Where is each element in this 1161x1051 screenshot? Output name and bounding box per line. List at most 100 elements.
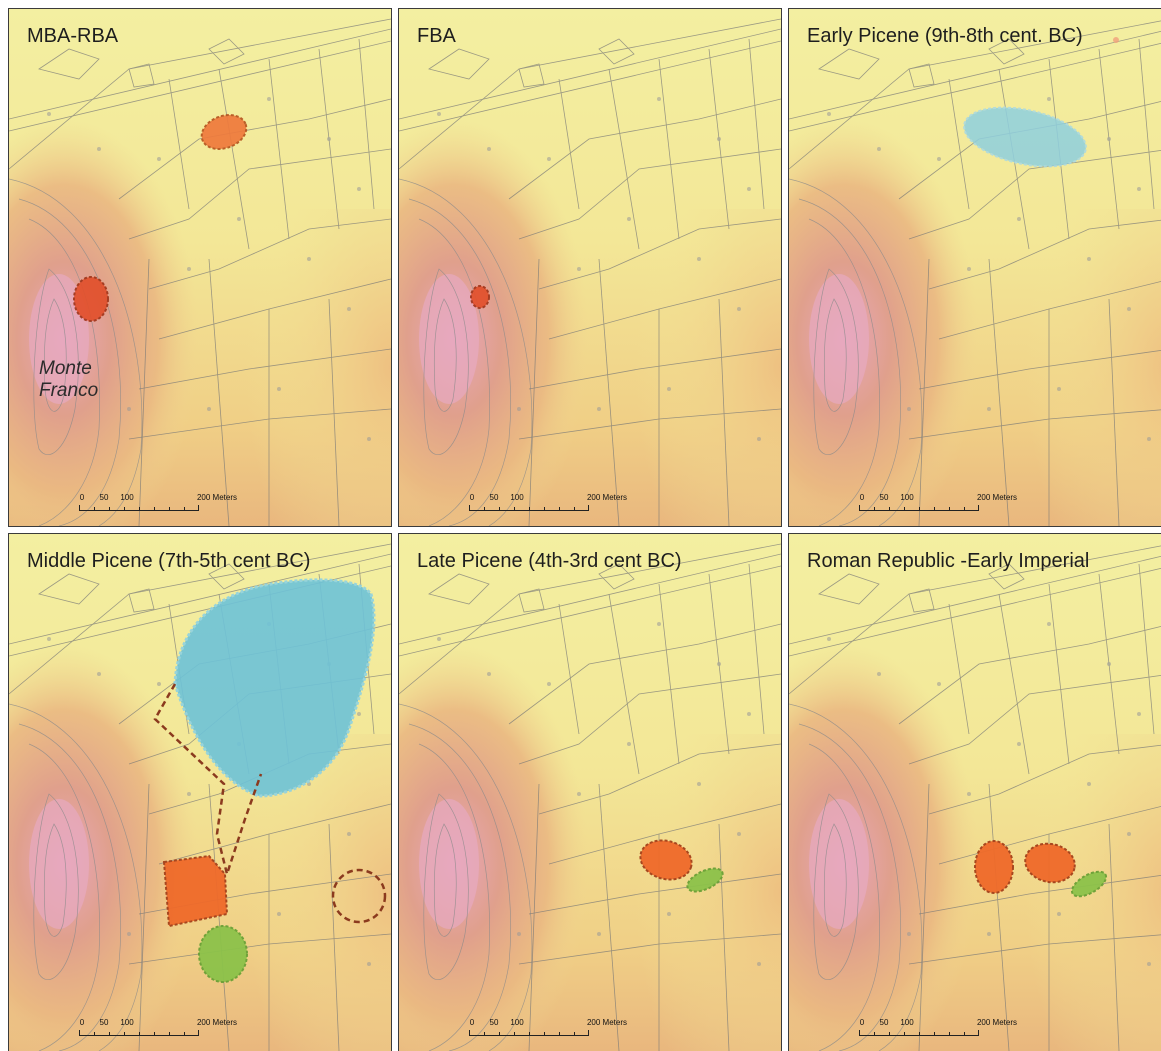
scale-tick [154, 1032, 155, 1036]
panel-title: Roman Republic -Early Imperial [807, 550, 1090, 572]
scale-tick [904, 1032, 905, 1036]
site-area-orange [974, 840, 1014, 894]
scale-tick [559, 1032, 560, 1036]
scale-tick [169, 507, 170, 511]
scale-tick [559, 507, 560, 511]
site-area-orange [162, 854, 229, 928]
scale-label-0: 0 [469, 493, 475, 502]
scale-label-200: 200 Meters [586, 1018, 628, 1027]
scale-tick [484, 507, 485, 511]
scale-tick [949, 507, 950, 511]
map-canvas [9, 534, 391, 1051]
scale-label-50: 50 [99, 1018, 109, 1027]
scale-tick [529, 507, 530, 511]
scale-bar: 0 50 100 200 Meters [79, 1018, 239, 1040]
scale-tick [169, 1032, 170, 1036]
scale-tick [514, 507, 515, 511]
scale-tick [94, 507, 95, 511]
site-area-blue [173, 578, 376, 798]
scale-label-200: 200 Meters [976, 493, 1018, 502]
scale-label-0: 0 [79, 493, 85, 502]
scale-label-50: 50 [489, 493, 499, 502]
scale-tick [514, 1032, 515, 1036]
scale-tick [94, 1032, 95, 1036]
site-area-orange [639, 839, 693, 881]
place-label: Monte Franco [39, 358, 98, 402]
scale-label-0: 0 [859, 1018, 865, 1027]
survey-boundary-dashed [153, 683, 263, 879]
scale-tick [934, 507, 935, 511]
scale-tick [919, 507, 920, 511]
map-canvas [789, 9, 1161, 526]
scale-tick [574, 1032, 575, 1036]
scale-tick [109, 507, 110, 511]
scale-label-0: 0 [469, 1018, 475, 1027]
scale-label-200: 200 Meters [196, 1018, 238, 1027]
scale-tick [949, 1032, 950, 1036]
map-canvas [399, 9, 781, 526]
map-panel-fba: FBA 0 50 100 200 Meters [398, 8, 782, 527]
scale-tick [184, 1032, 185, 1036]
site-area-red [73, 276, 109, 322]
scale-tick [964, 507, 965, 511]
site-area-green [686, 867, 724, 893]
scale-tick [124, 1032, 125, 1036]
map-panel-early-picene: Early Picene (9th-8th cent. BC) 0 50 100… [788, 8, 1161, 527]
scale-label-50: 50 [489, 1018, 499, 1027]
scale-label-100: 100 [510, 1018, 524, 1027]
site-area-red [470, 285, 490, 309]
scale-tick [184, 507, 185, 511]
scale-tick [499, 507, 500, 511]
map-canvas [9, 9, 391, 526]
panel-title: FBA [417, 25, 456, 47]
scale-tick [934, 1032, 935, 1036]
site-area-green [1070, 870, 1108, 898]
site-area-green [198, 925, 248, 983]
scale-tick [574, 507, 575, 511]
scale-tick [544, 507, 545, 511]
scale-label-0: 0 [79, 1018, 85, 1027]
panel-title: Early Picene (9th-8th cent. BC) [807, 25, 1083, 47]
panel-title: Late Picene (4th-3rd cent BC) [417, 550, 682, 572]
site-area-orange [1024, 842, 1076, 884]
scale-label-200: 200 Meters [196, 493, 238, 502]
scale-label-0: 0 [859, 493, 865, 502]
scale-tick [139, 1032, 140, 1036]
scale-tick [484, 1032, 485, 1036]
scale-label-100: 100 [510, 493, 524, 502]
map-panel-middle-picene: Middle Picene (7th-5th cent BC) 0 50 100… [8, 533, 392, 1051]
scale-tick [889, 507, 890, 511]
site-area-orange [200, 114, 248, 150]
site-area-blue [963, 106, 1087, 168]
site-marker-small [1113, 37, 1119, 43]
scale-tick [919, 1032, 920, 1036]
scale-tick [544, 1032, 545, 1036]
scale-tick [109, 1032, 110, 1036]
scale-tick [124, 507, 125, 511]
place-label-line-1: Monte [39, 358, 92, 379]
panel-title: MBA-RBA [27, 25, 119, 47]
place-label-line-2: Franco [39, 380, 99, 401]
scale-tick [964, 1032, 965, 1036]
scale-tick [529, 1032, 530, 1036]
scale-tick [904, 507, 905, 511]
scale-label-200: 200 Meters [976, 1018, 1018, 1027]
scale-tick [874, 1032, 875, 1036]
scale-bar: 0 50 100 200 Meters [859, 493, 1019, 515]
map-panel-mba-rba: MBA-RBA Monte Franco 0 50 100 200 Meters [8, 8, 392, 527]
scale-tick [874, 507, 875, 511]
scale-tick [139, 507, 140, 511]
scale-tick [499, 1032, 500, 1036]
scale-label-50: 50 [99, 493, 109, 502]
scale-label-50: 50 [879, 1018, 889, 1027]
scale-label-100: 100 [900, 493, 914, 502]
scale-bar: 0 50 100 200 Meters [469, 1018, 629, 1040]
scale-label-100: 100 [120, 493, 134, 502]
panel-title: Middle Picene (7th-5th cent BC) [27, 550, 311, 572]
scale-bar: 0 50 100 200 Meters [469, 493, 629, 515]
scale-label-100: 100 [120, 1018, 134, 1027]
scale-label-200: 200 Meters [586, 493, 628, 502]
scale-tick [889, 1032, 890, 1036]
scale-tick [154, 507, 155, 511]
